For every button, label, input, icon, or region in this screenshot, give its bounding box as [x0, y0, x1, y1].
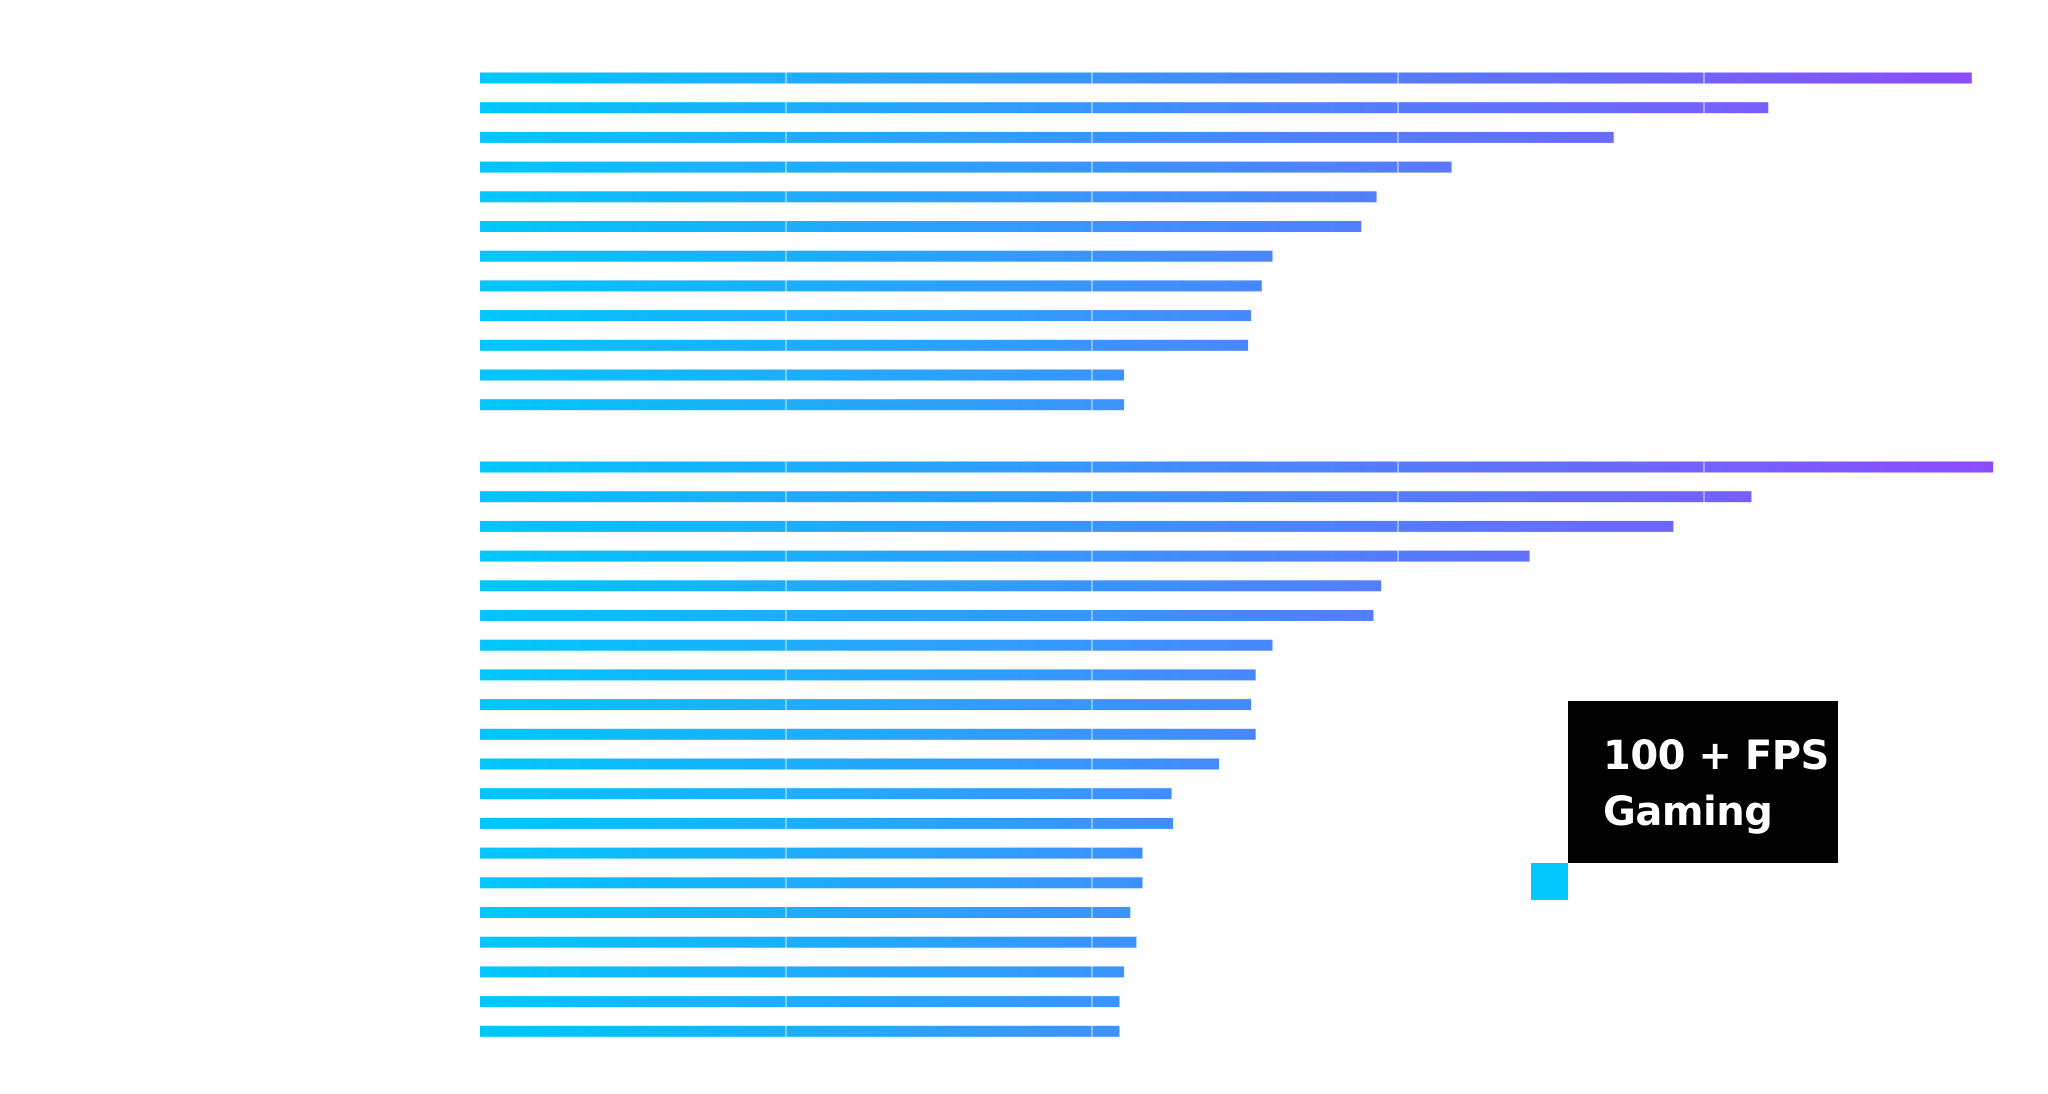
bar-2-2: [480, 491, 1752, 503]
bar-2-13: [480, 817, 1174, 829]
bar-1-10: [480, 339, 1249, 351]
bar-2-6: [480, 610, 1374, 621]
bar-1-2: [480, 102, 1769, 114]
bar-1-12: [480, 399, 1125, 411]
bar-2-14: [480, 847, 1143, 859]
bar-2-7: [480, 639, 1273, 651]
callout-accent-square: [1531, 863, 1568, 900]
bar-1-4: [480, 161, 1452, 173]
bar-2-3: [480, 520, 1674, 532]
bar-1-3: [480, 131, 1614, 143]
bar-2-18: [480, 966, 1125, 978]
bar-1-5: [480, 191, 1377, 203]
bar-1-8: [480, 280, 1262, 292]
bar-2-19: [480, 996, 1120, 1008]
bar-2-20: [480, 1025, 1120, 1037]
bar-2-11: [480, 758, 1219, 770]
callout-subtitle: Gaming: [1603, 789, 1773, 835]
bar-1-6: [480, 221, 1362, 232]
grid-layer: [785, 71, 1705, 1038]
bar-2-15: [480, 877, 1143, 889]
bar-2-10: [480, 728, 1256, 740]
bar-2-17: [480, 936, 1137, 948]
bar-1-1: [480, 72, 1972, 84]
bar-2-12: [480, 788, 1172, 800]
bar-2-9: [480, 699, 1252, 711]
bar-2-5: [480, 580, 1382, 592]
bar-1-9: [480, 310, 1252, 322]
bar-2-16: [480, 907, 1131, 918]
bar-2-1: [480, 461, 1994, 473]
bars-layer: [480, 72, 1994, 1037]
callout-title: 100 + FPS: [1603, 733, 1829, 779]
bar-1-7: [480, 250, 1273, 262]
bar-2-8: [480, 669, 1256, 681]
fps-callout: 100 + FPS Gaming: [1568, 701, 1838, 863]
bar-1-11: [480, 369, 1125, 381]
bar-2-4: [480, 550, 1530, 562]
